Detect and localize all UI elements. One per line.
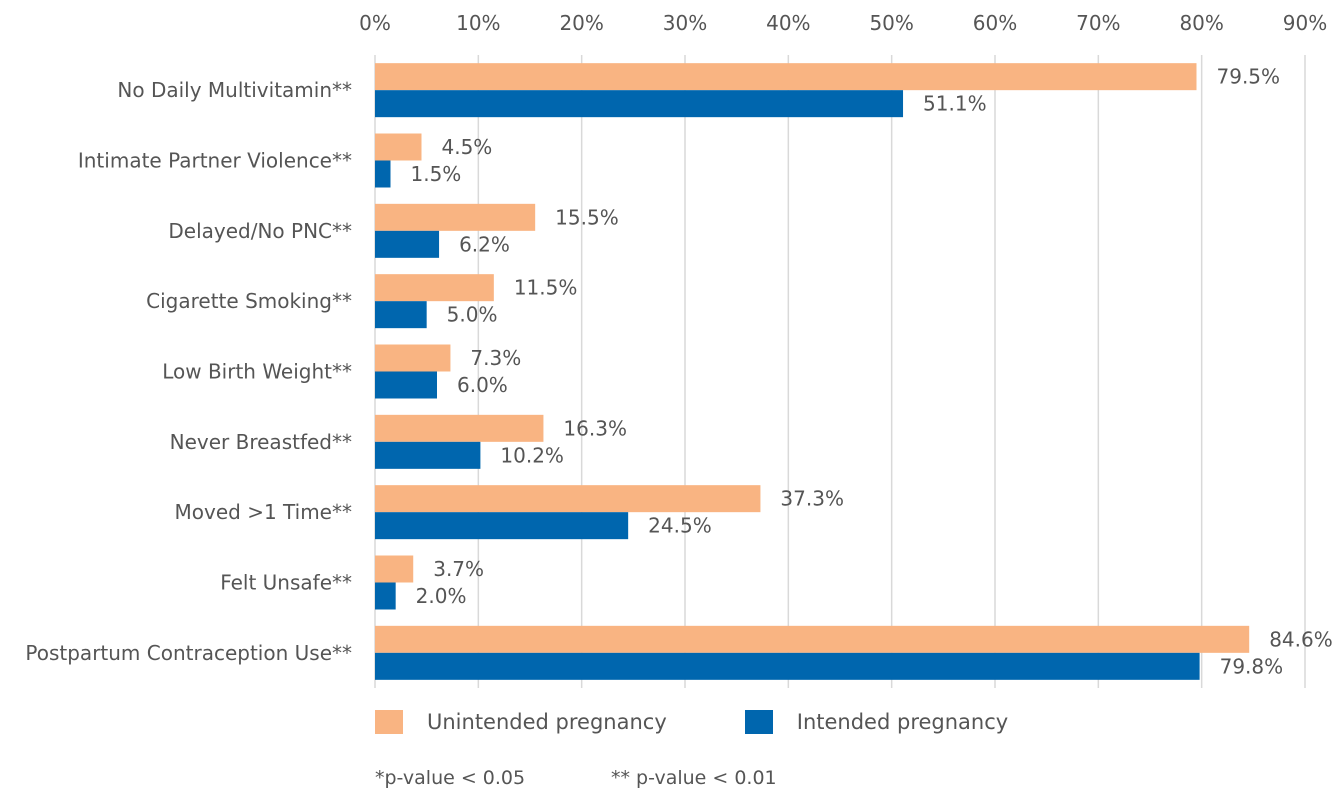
bar-intended bbox=[375, 160, 391, 188]
bar-intended bbox=[375, 301, 427, 329]
data-label: 79.5% bbox=[1217, 65, 1281, 89]
legend-swatch-intended bbox=[744, 710, 773, 734]
x-tick-label: 80% bbox=[1179, 11, 1223, 35]
footnotes: *p-value < 0.05 ** p-value < 0.01 bbox=[375, 767, 777, 789]
bar-unintended bbox=[375, 344, 451, 372]
legend-label-unintended: Unintended pregnancy bbox=[427, 710, 667, 734]
bar-intended bbox=[375, 371, 437, 399]
x-tick-label: 60% bbox=[973, 11, 1017, 35]
x-tick-label: 30% bbox=[663, 11, 707, 35]
data-label: 7.3% bbox=[470, 346, 521, 370]
legend-item-intended: Intended pregnancy bbox=[744, 710, 1009, 734]
category-label: Postpartum Contraception Use** bbox=[25, 641, 352, 665]
gridlines bbox=[374, 55, 1306, 688]
legend: Unintended pregnancy Intended pregnancy bbox=[375, 710, 1008, 734]
bar-unintended bbox=[375, 555, 414, 583]
bar-intended bbox=[375, 230, 440, 258]
bar-unintended bbox=[375, 414, 544, 442]
data-label: 5.0% bbox=[447, 303, 498, 327]
category-labels: No Daily Multivitamin** Intimate Partner … bbox=[25, 78, 352, 665]
bar-unintended bbox=[375, 625, 1250, 653]
data-label: 24.5% bbox=[648, 514, 712, 538]
data-label: 10.2% bbox=[500, 443, 564, 467]
bar-chart: 0% 10% 20% 30% 40% 50% 60% 70% 80% 90% 79.5% 51.1%… bbox=[25, 11, 1333, 688]
data-label: 15.5% bbox=[555, 205, 619, 229]
x-tick-label: 40% bbox=[766, 11, 810, 35]
bar-intended bbox=[375, 512, 629, 540]
legend-item-unintended: Unintended pregnancy bbox=[375, 710, 667, 734]
category-label: Felt Unsafe** bbox=[220, 571, 352, 595]
bar-intended bbox=[375, 582, 396, 610]
data-label: 3.7% bbox=[433, 557, 484, 581]
bar-unintended bbox=[375, 485, 761, 513]
data-label: 51.1% bbox=[923, 92, 987, 116]
category-label: No Daily Multivitamin** bbox=[117, 78, 352, 102]
data-label: 79.8% bbox=[1220, 654, 1284, 678]
x-tick-label: 20% bbox=[559, 11, 603, 35]
bars bbox=[375, 63, 1250, 680]
bar-unintended bbox=[375, 274, 494, 302]
footnote-p05: *p-value < 0.05 bbox=[375, 767, 526, 789]
bar-intended bbox=[375, 90, 904, 118]
bar-unintended bbox=[375, 63, 1197, 91]
footnote-p01: ** p-value < 0.01 bbox=[611, 767, 777, 789]
data-label: 4.5% bbox=[442, 135, 493, 159]
data-label: 6.0% bbox=[457, 373, 508, 397]
x-axis-ticks: 0% 10% 20% 30% 40% 50% 60% 70% 80% 90% bbox=[359, 11, 1327, 35]
bar-unintended bbox=[375, 203, 536, 231]
bar-intended bbox=[375, 652, 1200, 680]
x-tick-label: 10% bbox=[456, 11, 500, 35]
bar-intended bbox=[375, 441, 481, 469]
category-label: Low Birth Weight** bbox=[162, 360, 352, 384]
data-label: 84.6% bbox=[1269, 627, 1333, 651]
value-labels: 79.5% 51.1% 4.5% 1.5% 15.5% 6.2%11.5% 5.0% 7.3%… bbox=[411, 65, 1333, 679]
category-label: Moved >1 Time** bbox=[175, 500, 352, 524]
category-label: Never Breastfed** bbox=[170, 430, 352, 454]
x-tick-label: 90% bbox=[1283, 11, 1327, 35]
category-label: Cigarette Smoking** bbox=[146, 289, 352, 313]
x-tick-label: 70% bbox=[1076, 11, 1120, 35]
legend-label-intended: Intended pregnancy bbox=[796, 710, 1009, 734]
x-tick-label: 0% bbox=[359, 11, 391, 35]
data-label: 16.3% bbox=[563, 416, 627, 440]
data-label: 2.0% bbox=[416, 584, 467, 608]
category-label: Intimate Partner Violence** bbox=[78, 149, 352, 173]
bar-unintended bbox=[375, 133, 422, 161]
legend-swatch-unintended bbox=[375, 710, 403, 734]
x-tick-label: 50% bbox=[869, 11, 913, 35]
data-label: 6.2% bbox=[459, 232, 510, 256]
category-label: Delayed/No PNC** bbox=[168, 219, 352, 243]
data-label: 1.5% bbox=[411, 162, 462, 186]
data-label: 11.5% bbox=[514, 276, 578, 300]
data-label: 37.3% bbox=[780, 487, 844, 511]
